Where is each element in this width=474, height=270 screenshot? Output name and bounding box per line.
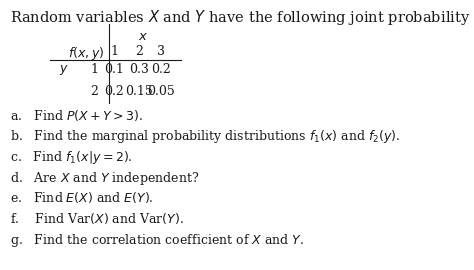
- Text: 2: 2: [90, 85, 98, 98]
- Text: $y$: $y$: [59, 63, 68, 77]
- Text: 2: 2: [135, 45, 143, 58]
- Text: c.   Find $f_1(x|y = 2)$.: c. Find $f_1(x|y = 2)$.: [9, 149, 132, 166]
- Text: 0.3: 0.3: [129, 63, 149, 76]
- Text: 0.15: 0.15: [125, 85, 153, 98]
- Text: e.   Find $E(X)$ and $E(Y)$.: e. Find $E(X)$ and $E(Y)$.: [9, 190, 153, 205]
- Text: b.   Find the marginal probability distributions $f_1(x)$ and $f_2(y)$.: b. Find the marginal probability distrib…: [9, 129, 400, 146]
- Text: 0.05: 0.05: [147, 85, 175, 98]
- Text: $x$: $x$: [138, 31, 148, 43]
- Text: d.   Are $X$ and $Y$ independent?: d. Are $X$ and $Y$ independent?: [9, 170, 199, 187]
- Text: Random variables $X$ and $Y$ have the following joint probability distribution.: Random variables $X$ and $Y$ have the fo…: [9, 8, 474, 27]
- Text: 3: 3: [157, 45, 165, 58]
- Text: g.   Find the correlation coefficient of $X$ and $Y$.: g. Find the correlation coefficient of $…: [9, 232, 304, 249]
- Text: 1: 1: [110, 45, 118, 58]
- Text: 0.1: 0.1: [105, 63, 124, 76]
- Text: $f(x, y)$: $f(x, y)$: [68, 45, 104, 62]
- Text: 0.2: 0.2: [105, 85, 124, 98]
- Text: 1: 1: [90, 63, 98, 76]
- Text: a.   Find $P(X + Y > 3)$.: a. Find $P(X + Y > 3)$.: [9, 108, 143, 123]
- Text: 0.2: 0.2: [151, 63, 171, 76]
- Text: f.    Find Var$(X)$ and Var$(Y)$.: f. Find Var$(X)$ and Var$(Y)$.: [9, 211, 183, 226]
